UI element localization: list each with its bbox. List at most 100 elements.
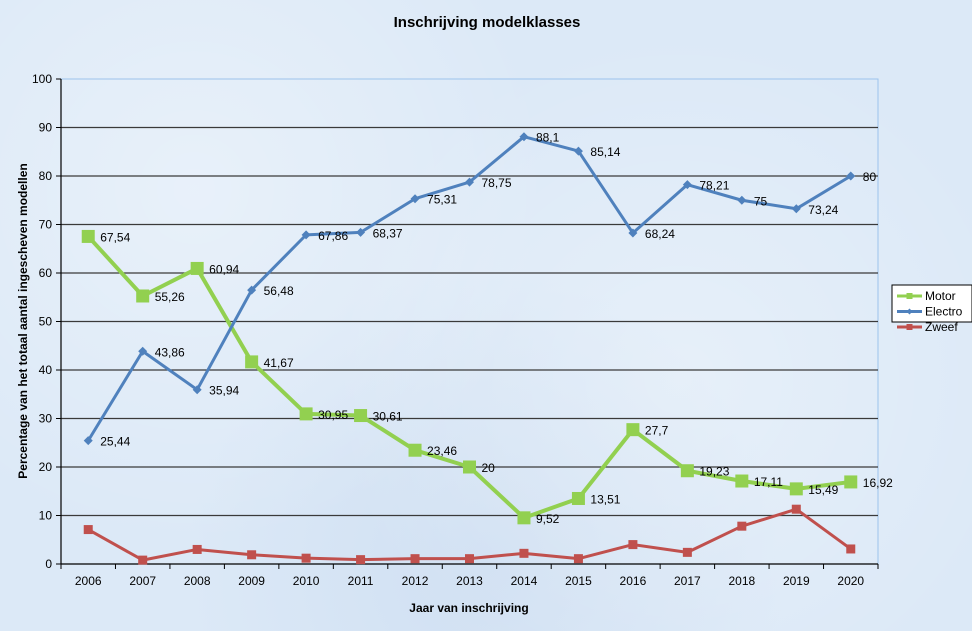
- data-label-motor: 27,7: [645, 424, 669, 438]
- y-tick-label: 100: [32, 72, 52, 86]
- y-axis: 0 10 20 30 40 50 60 70 80 90 100: [32, 72, 62, 571]
- data-point-zweef: [356, 555, 366, 565]
- data-point-electro: [737, 195, 747, 205]
- data-point-motor: [81, 229, 95, 243]
- data-point-electro: [573, 146, 583, 156]
- data-point-zweef: [192, 544, 202, 554]
- data-point-electro: [410, 194, 420, 204]
- chart-title: Inschrijving modelklasses: [394, 14, 581, 31]
- data-point-zweef: [465, 554, 474, 564]
- data-label-motor: 41,67: [264, 356, 294, 370]
- data-label-motor: 60,94: [209, 262, 239, 276]
- data-point-zweef: [519, 548, 529, 558]
- data-label-electro: 68,24: [645, 227, 675, 241]
- data-label-electro: 35,94: [209, 384, 239, 398]
- legend-marker-zweef: [906, 324, 913, 330]
- series-electro: 25,44 43,86 35,94 56,48 67,86 68,37 75,31 78,75…: [83, 131, 877, 449]
- legend-box: [891, 284, 972, 323]
- x-tick-label: 2017: [674, 574, 701, 588]
- data-point-motor: [571, 491, 585, 505]
- x-tick-label: 2011: [348, 574, 374, 588]
- y-tick-label: 50: [39, 315, 53, 329]
- data-point-zweef: [628, 540, 638, 550]
- data-label-motor: 17,11: [754, 475, 783, 489]
- y-tick-label: 60: [39, 266, 53, 280]
- legend-marker-electro: [906, 308, 913, 315]
- legend-label-electro: Electro: [925, 305, 963, 319]
- series-line-zweef: [87, 507, 852, 562]
- x-tick-label: 2008: [184, 574, 211, 588]
- y-tick-label: 0: [45, 557, 52, 571]
- data-point-electro: [682, 180, 692, 190]
- data-point-zweef: [301, 553, 311, 563]
- data-point-motor: [517, 511, 531, 525]
- data-point-electro: [192, 385, 202, 395]
- data-point-electro: [301, 230, 311, 240]
- data-point-zweef: [573, 554, 583, 564]
- y-tick-label: 30: [39, 412, 53, 426]
- y-tick-label: 20: [39, 460, 53, 474]
- y-tick-label: 90: [39, 121, 53, 135]
- x-tick-label: 2010: [293, 574, 320, 588]
- data-point-zweef: [737, 521, 747, 531]
- data-point-zweef: [791, 504, 801, 514]
- x-tick-label: 2013: [456, 574, 483, 588]
- data-label-motor: 55,26: [155, 290, 185, 304]
- legend-label-motor: Motor: [925, 289, 956, 303]
- series-layer: 67,54 55,26 60,94 41,67 30,95 30,61 23,46 20 9,5…: [81, 131, 893, 565]
- data-point-electro: [247, 285, 257, 295]
- series-zweef: [83, 504, 856, 565]
- data-label-electro: 80: [863, 170, 877, 184]
- x-tick-label: 2019: [783, 574, 810, 588]
- data-label-motor: 16,92: [863, 476, 893, 490]
- x-tick-label: 2015: [565, 574, 592, 588]
- data-point-zweef: [682, 547, 692, 557]
- data-label-electro: 78,21: [699, 179, 729, 193]
- data-label-electro: 85,14: [590, 145, 620, 159]
- data-point-motor: [245, 355, 259, 369]
- x-axis-title: Jaar van inschrijving: [409, 601, 528, 615]
- data-label-motor: 67,54: [100, 230, 130, 244]
- x-tick-label: 2014: [511, 574, 538, 588]
- data-label-electro: 75,31: [427, 193, 457, 207]
- data-point-electro: [519, 132, 529, 142]
- x-axis: 2006 2007 2008 2009 2010 2011 2012 2013 2014 2015…: [60, 563, 879, 588]
- data-point-zweef: [247, 550, 257, 560]
- data-label-electro: 56,48: [264, 284, 294, 298]
- data-label-electro: 88,1: [536, 131, 560, 145]
- data-point-motor: [626, 423, 640, 437]
- x-tick-label: 2006: [75, 574, 102, 588]
- data-point-motor: [190, 261, 204, 275]
- data-label-electro: 25,44: [100, 435, 130, 449]
- data-point-motor: [299, 407, 313, 421]
- x-tick-label: 2020: [837, 574, 864, 588]
- series-motor: 67,54 55,26 60,94 41,67 30,95 30,61 23,46 20 9,5…: [81, 229, 893, 526]
- data-point-electro: [846, 171, 856, 181]
- data-label-electro: 43,86: [155, 345, 185, 359]
- data-point-motor: [789, 482, 803, 496]
- y-tick-label: 70: [39, 218, 53, 232]
- data-label-electro: 78,75: [482, 176, 512, 190]
- data-point-motor: [354, 409, 368, 423]
- legend-label-zweef: Zweef: [925, 320, 958, 334]
- x-tick-label: 2016: [620, 574, 647, 588]
- x-tick-label: 2018: [728, 574, 755, 588]
- data-label-motor: 23,46: [427, 444, 457, 458]
- data-label-motor: 30,95: [318, 408, 348, 422]
- data-point-electro: [83, 436, 93, 446]
- x-tick-label: 2009: [238, 574, 265, 588]
- x-tick-label: 2007: [129, 574, 156, 588]
- data-label-electro: 73,24: [808, 203, 838, 217]
- data-point-electro: [628, 228, 638, 238]
- data-point-zweef: [138, 555, 148, 565]
- data-label-motor: 9,52: [536, 512, 560, 526]
- data-label-motor: 30,61: [373, 410, 403, 424]
- data-point-zweef: [410, 554, 420, 564]
- data-point-electro: [791, 204, 801, 214]
- data-label-motor: 15,49: [808, 483, 838, 497]
- data-label-motor: 20: [482, 461, 496, 475]
- data-point-electro: [465, 177, 474, 187]
- data-point-motor: [735, 474, 749, 488]
